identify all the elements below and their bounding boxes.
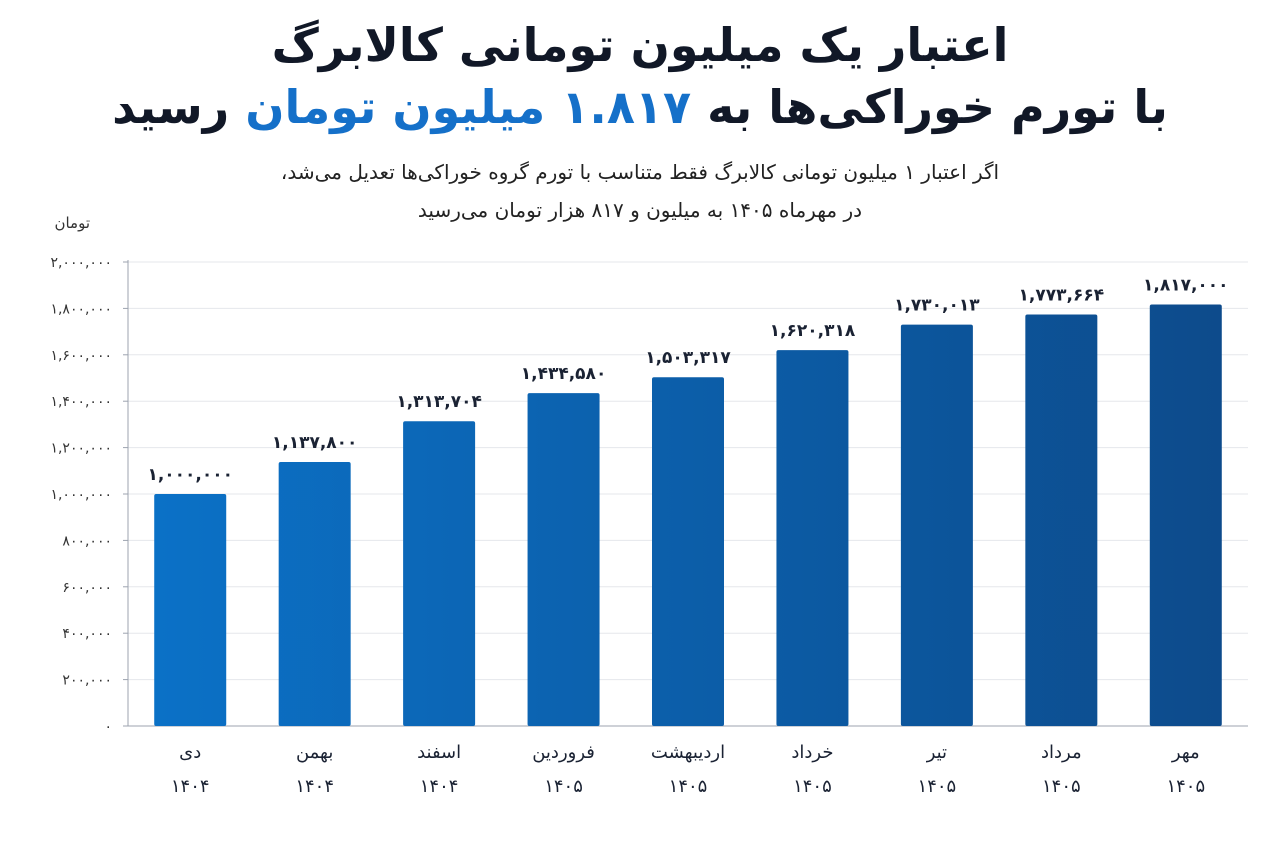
bar — [652, 377, 724, 726]
x-category-year-label: ۱۴۰۵ — [1042, 776, 1081, 797]
x-category-month-label: فروردین — [532, 742, 595, 763]
x-category-month-label: اسفند — [417, 742, 461, 763]
x-category-year-label: ۱۴۰۴ — [171, 776, 210, 797]
bar — [1149, 304, 1222, 726]
y-tick-label: ۱,۸۰۰,۰۰۰ — [50, 301, 112, 317]
bar-value-label: ۱,۷۷۳,۶۶۴ — [1019, 286, 1105, 306]
bars — [154, 304, 1222, 726]
chart-title-line-1: اعتبار یک میلیون تومانی کالابرگ — [271, 18, 1009, 72]
bar — [154, 494, 227, 726]
x-category-month-label: تیر — [926, 742, 947, 763]
x-category-month-label: مرداد — [1041, 742, 1082, 763]
y-axis-unit-label: تومان — [54, 214, 90, 232]
x-category-month-label: مهر — [1171, 742, 1200, 763]
x-category-year-label: ۱۴۰۵ — [1166, 776, 1205, 797]
chart-subtitle-line-1: اگر اعتبار ۱ میلیون تومانی کالابرگ فقط م… — [280, 160, 1000, 184]
x-category-year-label: ۱۴۰۵ — [918, 776, 957, 797]
y-tick-label: ۱,۲۰۰,۰۰۰ — [50, 441, 112, 457]
bar — [900, 324, 973, 726]
y-tick-label: ۸۰۰,۰۰۰ — [62, 533, 112, 549]
x-category-month-label: خرداد — [791, 742, 833, 763]
bar — [1025, 314, 1098, 726]
bar — [776, 350, 849, 726]
x-category-year-label: ۱۴۰۵ — [793, 776, 832, 797]
x-category-year-label: ۱۴۰۵ — [669, 776, 708, 797]
bar — [278, 462, 351, 726]
bar-value-label: ۱,۳۱۳,۷۰۴ — [396, 392, 482, 412]
bar-value-label: ۱,۷۳۰,۰۱۳ — [894, 296, 980, 316]
bar-value-label: ۱,۶۲۰,۳۱۸ — [770, 321, 856, 341]
title-line-2-part-2: رسید — [112, 80, 230, 134]
x-category-month-label: بهمن — [296, 742, 333, 763]
title-highlight: ۱.۸۱۷ میلیون تومان — [245, 80, 692, 134]
chart-subtitle-line-2: در مهرماه ۱۴۰۵ به میلیون و ۸۱۷ هزار توما… — [417, 198, 863, 222]
x-category-year-label: ۱۴۰۵ — [544, 776, 583, 797]
x-category-year-label: ۱۴۰۴ — [295, 776, 334, 797]
chart-title-line-2: با تورم خوراکی‌ها به ۱.۸۱۷ میلیون تومان … — [0, 84, 1280, 130]
y-tick-label: ۲,۰۰۰,۰۰۰ — [50, 255, 112, 271]
bar-value-label: ۱,۰۰۰,۰۰۰ — [147, 465, 233, 485]
y-tick-label: ۴۰۰,۰۰۰ — [62, 626, 112, 642]
bar-value-label: ۱,۸۱۷,۰۰۰ — [1143, 275, 1229, 295]
x-category-month-label: اردیبهشت — [651, 742, 725, 763]
y-tick-label: ۲۰۰,۰۰۰ — [62, 673, 112, 689]
bar — [403, 421, 476, 726]
title-line-2-part-1: با تورم خوراکی‌ها به — [707, 80, 1168, 134]
bar-value-label: ۱,۵۰۳,۳۱۷ — [645, 348, 731, 368]
x-category-year-label: ۱۴۰۴ — [420, 776, 459, 797]
x-category-month-label: دی — [179, 742, 201, 763]
y-tick-label: ۰ — [104, 719, 112, 735]
y-tick-label: ۶۰۰,۰۰۰ — [62, 580, 112, 596]
bar-value-label: ۱,۴۳۴,۵۸۰ — [521, 364, 607, 384]
bar-value-label: ۱,۱۳۷,۸۰۰ — [272, 433, 358, 453]
y-tick-label: ۱,۶۰۰,۰۰۰ — [50, 348, 112, 364]
labels: تومان ۰ ۲۰۰,۰۰۰ ۴۰۰,۰۰۰ ۶۰۰,۰۰۰ ۸۰۰,۰۰۰ ۱,۰۰۰,… — [50, 214, 1228, 797]
y-tick-label: ۱,۴۰۰,۰۰۰ — [50, 394, 112, 410]
y-tick-label: ۱,۰۰۰,۰۰۰ — [50, 487, 112, 503]
bar — [527, 393, 600, 726]
